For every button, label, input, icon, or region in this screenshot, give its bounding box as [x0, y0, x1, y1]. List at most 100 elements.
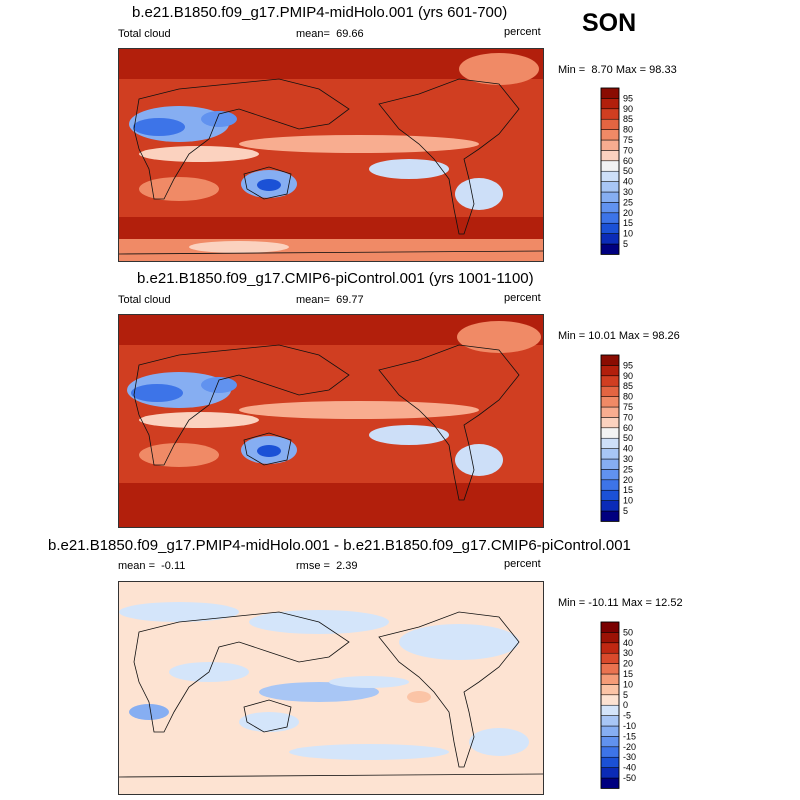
- coastlines: [119, 78, 543, 255]
- region-tropics-light: [139, 146, 259, 162]
- colorbar-swatch-2-8: [600, 427, 620, 439]
- colorbar-tick-label-3-12: 30: [623, 648, 633, 658]
- colorbar-frame-3: [600, 621, 620, 789]
- colorbar-tick-label-2-11: 80: [623, 392, 633, 402]
- colorbar-swatch-3-6: [600, 715, 620, 727]
- colorbar-swatch-3-13: [600, 642, 620, 654]
- region-s-america: [455, 178, 503, 210]
- panel-2-max-label: Max =: [618, 330, 650, 342]
- colorbar-tick-label-2-3: 20: [623, 475, 633, 485]
- colorbar-tick-label-1-13: 90: [623, 104, 633, 114]
- region-s-africa: [139, 443, 219, 467]
- panel-2-units: percent: [504, 292, 541, 304]
- colorbar-swatch-2-5: [600, 458, 620, 470]
- colorbar-swatch-1-5: [600, 191, 620, 203]
- colorbar-swatch-1-3: [600, 212, 620, 224]
- colorbar-tick-label-1-8: 60: [623, 156, 633, 166]
- diff-region-6: [329, 676, 409, 688]
- colorbar-tick-label-1-1: 10: [623, 229, 633, 239]
- panel-1-title: b.e21.B1850.f09_g17.PMIP4-midHolo.001 (y…: [132, 4, 508, 21]
- region-arabia: [201, 377, 237, 393]
- diff-region-8: [239, 712, 299, 732]
- region-tropics-light: [139, 412, 259, 428]
- colorbar-swatch-3-8: [600, 694, 620, 706]
- colorbar-tick-label-3-10: 15: [623, 669, 633, 679]
- panel-3-title: b.e21.B1850.f09_g17.PMIP4-midHolo.001 - …: [48, 537, 631, 554]
- panel-2-minmax: Min = 10.01 Max = 98.26: [558, 330, 680, 342]
- colorbar-swatch-2-0: [600, 510, 620, 522]
- panel-2-map-svg: [119, 315, 543, 527]
- diff-region-10: [469, 728, 529, 756]
- panel-3-units: percent: [504, 558, 541, 570]
- colorbar-tick-label-3-1: -40: [623, 763, 636, 773]
- colorbar-tick-label-3-3: -20: [623, 742, 636, 752]
- region-sahara-core: [133, 118, 185, 136]
- colorbar-tick-label-2-4: 25: [623, 464, 633, 474]
- colorbar-swatch-2-7: [600, 437, 620, 449]
- southern-ocean-band: [119, 217, 543, 243]
- colorbar-swatch-3-10: [600, 673, 620, 685]
- colorbar-tick-label-3-5: -10: [623, 721, 636, 731]
- antarctic-light: [189, 241, 289, 253]
- colorbar-tick-label-1-11: 80: [623, 125, 633, 135]
- colorbar-swatch-2-9: [600, 417, 620, 429]
- panel-3-colorbar: -50 -40 -30 -20 -15 -10 -5 0 5 10 15 20 30 40 50: [600, 621, 661, 792]
- colorbar-swatch-2-2: [600, 489, 620, 501]
- colorbar-swatch-1-15: [600, 87, 620, 99]
- colorbar-tick-label-3-2: -30: [623, 752, 636, 762]
- colorbar-swatch-2-14: [600, 365, 620, 377]
- panel-3-map-svg: [119, 582, 543, 794]
- colorbar-swatch-3-0: [600, 777, 620, 789]
- panel-1-colorbar: 5 10 15 20 25 30 40 50 60 70 75 80 85 90 95: [600, 87, 661, 258]
- colorbar-tick-label-1-14: 95: [623, 93, 633, 103]
- colorbar-tick-label-2-13: 90: [623, 371, 633, 381]
- panel-2-mean-value: 69.77: [336, 294, 364, 306]
- colorbar-swatch-1-14: [600, 98, 620, 110]
- colorbar-tick-label-2-12: 85: [623, 381, 633, 391]
- panel-1-max-value: 98.33: [649, 64, 677, 76]
- colorbar-frame-2: [600, 354, 620, 522]
- colorbar-tick-label-1-10: 75: [623, 135, 633, 145]
- panel-2-min-value: 10.01: [588, 330, 616, 342]
- panel-1-minmax: Min = 8.70 Max = 98.33: [558, 64, 677, 76]
- colorbar-tick-label-3-13: 40: [623, 638, 633, 648]
- season-label: SON: [582, 9, 637, 37]
- region-s-africa: [139, 177, 219, 201]
- region-australia-core: [257, 179, 281, 191]
- region-australia-core: [257, 445, 281, 457]
- antarctica-band: [119, 239, 543, 261]
- panel-2-colorbar: 5 10 15 20 25 30 40 50 60 70 75 80 85 90 95: [600, 354, 661, 525]
- colorbar-tick-label-3-0: -50: [623, 773, 636, 783]
- colorbar-tick-label-2-0: 5: [623, 506, 628, 516]
- colorbar-swatch-1-2: [600, 222, 620, 234]
- colorbar-tick-label-1-7: 50: [623, 166, 633, 176]
- colorbar-swatch-1-11: [600, 129, 620, 141]
- panel-2-min-label: Min =: [558, 330, 586, 342]
- colorbar-frame-1: [600, 87, 620, 255]
- colorbar-tick-label-2-6: 40: [623, 444, 633, 454]
- panel-2-max-value: 98.26: [652, 330, 680, 342]
- panel-3-mean: mean = -0.11: [118, 560, 185, 572]
- colorbar-swatch-3-3: [600, 746, 620, 758]
- colorbar-swatch-3-4: [600, 736, 620, 748]
- panel-1-mean: mean= 69.66: [296, 28, 364, 40]
- panel-3-mean-label: mean =: [118, 560, 155, 572]
- diff-region-1: [119, 602, 239, 622]
- panel-3-max-value: 12.52: [655, 597, 683, 609]
- colorbar-tick-label-2-10: 75: [623, 402, 633, 412]
- colorbar-swatch-1-4: [600, 202, 620, 214]
- panel-2-map: [118, 314, 544, 528]
- colorbar-tick-label-3-7: 0: [623, 700, 628, 710]
- region-pacific-clear: [369, 425, 449, 445]
- colorbar-tick-label-2-8: 60: [623, 423, 633, 433]
- panel-1-min-value: 8.70: [591, 64, 613, 76]
- colorbar-tick-label-1-12: 85: [623, 114, 633, 124]
- diff-region-7: [129, 704, 169, 720]
- colorbar-swatch-2-3: [600, 479, 620, 491]
- colorbar-tick-label-1-0: 5: [623, 239, 628, 249]
- colorbar-swatch-2-11: [600, 396, 620, 408]
- colorbar-tick-label-3-6: -5: [623, 711, 631, 721]
